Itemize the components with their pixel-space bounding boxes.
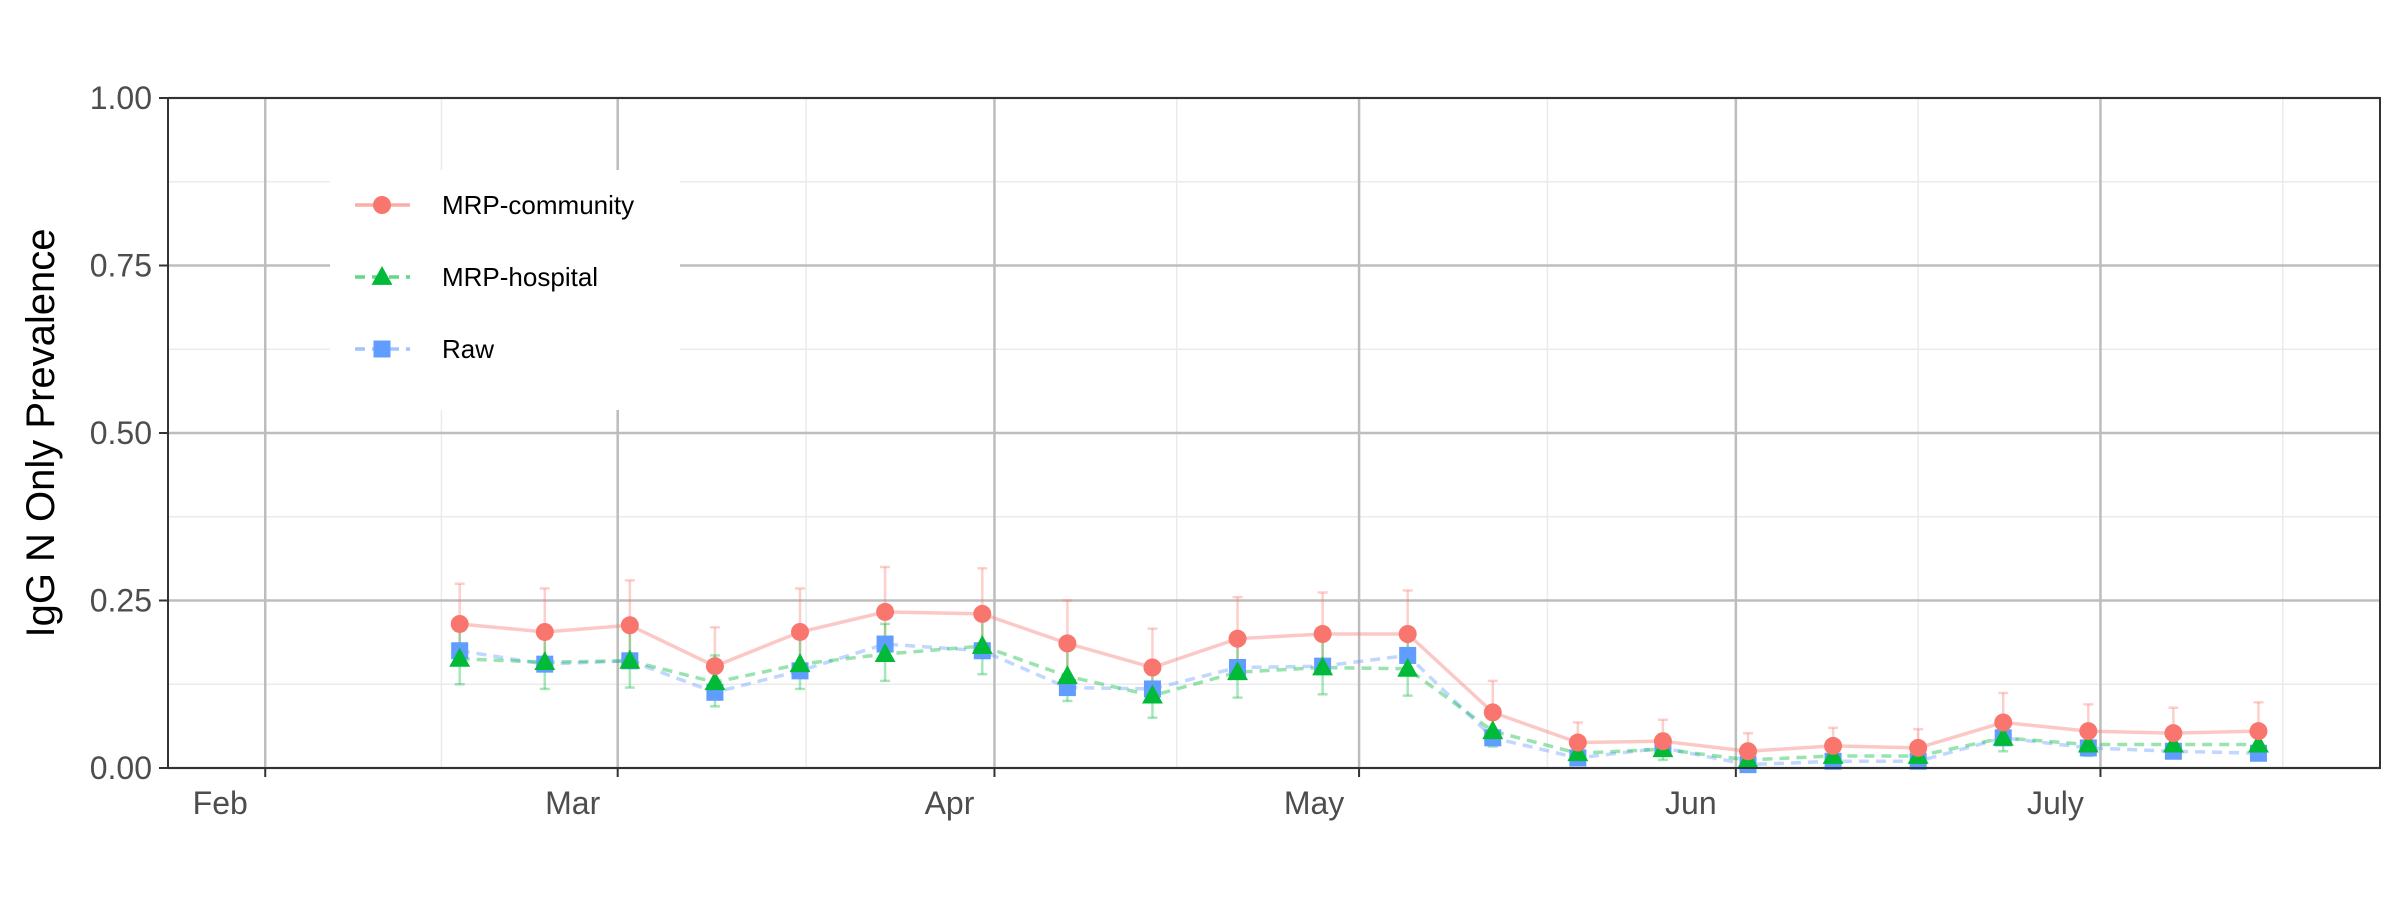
x-tick-label: May — [1284, 785, 1344, 821]
series-line-raw — [459, 642, 2259, 767]
legend-item-raw: Raw — [355, 334, 494, 364]
data-point-mrp-community — [620, 616, 639, 635]
data-point-mrp-hospital — [971, 635, 993, 654]
y-tick-label: 0.00 — [90, 750, 152, 786]
legend-key-marker — [371, 266, 393, 285]
axes: 0.00 0.25 0.50 0.75 1.00 Feb Mar Apr May Jun July — [90, 80, 2102, 821]
data-point-mrp-community — [2164, 724, 2183, 743]
data-point-raw — [1399, 646, 1417, 664]
data-point-mrp-community — [1228, 629, 1247, 648]
y-axis-title: IgG N Only Prevalence — [19, 228, 63, 637]
data-point-mrp-community — [1994, 713, 2013, 732]
x-tick-label: Mar — [545, 785, 600, 821]
series-line-mrp-hospital — [459, 644, 2259, 762]
data-point-mrp-community — [1483, 703, 1502, 722]
data-point-mrp-community — [1739, 742, 1757, 761]
data-point-mrp-community — [705, 657, 724, 676]
series-line-mrp-community — [459, 610, 2259, 754]
x-tick-label: Apr — [925, 785, 975, 821]
data-point-mrp-community — [1824, 736, 1843, 755]
y-tick-label: 0.25 — [90, 583, 152, 619]
data-point-mrp-community — [1058, 634, 1077, 653]
data-point-mrp-hospital — [619, 649, 641, 669]
data-point-mrp-hospital — [2077, 733, 2099, 753]
legend-label: MRP-community — [442, 190, 634, 220]
data-point-mrp-community — [791, 622, 809, 641]
x-tick-label: Jun — [1665, 785, 1717, 821]
data-point-mrp-community — [1653, 732, 1672, 751]
data-point-mrp-hospital — [2162, 733, 2184, 753]
data-point-mrp-community — [876, 602, 895, 621]
legend-label: MRP-hospital — [442, 262, 598, 292]
data-point-mrp-hospital — [1567, 742, 1589, 762]
data-point-mrp-community — [450, 614, 469, 633]
data-point-mrp-community — [535, 622, 554, 641]
data-point-mrp-community — [2079, 722, 2098, 741]
data-point-mrp-hospital — [534, 651, 556, 671]
data-point-mrp-hospital — [1056, 665, 1078, 685]
data-point-mrp-hospital — [1482, 720, 1504, 740]
data-point-mrp-hospital — [1227, 661, 1248, 681]
data-point-mrp-hospital — [789, 653, 811, 673]
legend-key-marker — [373, 196, 391, 214]
data-point-mrp-hospital — [1992, 726, 2014, 746]
y-tick-label: 0.50 — [90, 415, 152, 451]
data-point-mrp-hospital — [1397, 657, 1419, 677]
data-point-mrp-community — [2249, 722, 2268, 741]
legend-label: Raw — [442, 334, 494, 364]
data-point-mrp-community — [1568, 733, 1587, 752]
legend-key-marker — [373, 340, 391, 358]
data-point-mrp-hospital — [2248, 733, 2269, 753]
data-point-mrp-community — [1313, 625, 1332, 643]
legend-item-mrp-community: MRP-community — [355, 190, 634, 220]
data-points — [449, 602, 2269, 774]
data-point-mrp-hospital — [1312, 656, 1334, 676]
x-tick-label: Feb — [193, 785, 248, 821]
y-tick-label: 1.00 — [90, 80, 152, 116]
data-point-mrp-community — [1909, 738, 1928, 757]
data-point-mrp-hospital — [1142, 684, 1163, 704]
legend: MRP-community MRP-hospital Raw — [330, 170, 680, 410]
y-tick-label: 0.75 — [90, 248, 152, 284]
legend-item-mrp-hospital: MRP-hospital — [355, 262, 598, 292]
data-point-mrp-community — [1398, 625, 1417, 643]
x-tick-label: July — [2027, 785, 2084, 821]
data-point-mrp-community — [1143, 658, 1162, 677]
data-point-mrp-hospital — [704, 671, 726, 691]
data-point-mrp-hospital — [874, 643, 896, 663]
data-point-mrp-hospital — [449, 647, 471, 667]
series-lines — [459, 610, 2259, 767]
data-point-mrp-community — [973, 604, 992, 623]
